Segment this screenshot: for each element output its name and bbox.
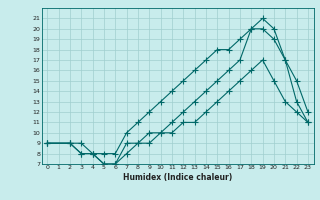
X-axis label: Humidex (Indice chaleur): Humidex (Indice chaleur) xyxy=(123,173,232,182)
